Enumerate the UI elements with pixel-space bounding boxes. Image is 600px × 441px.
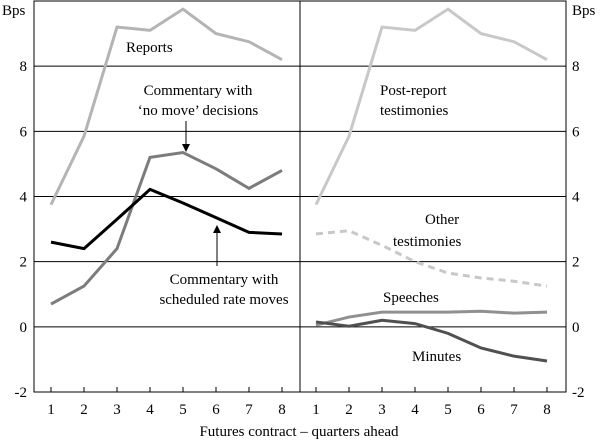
series-left-commentary-with-no-move-decisions: [50, 150, 283, 306]
x-tick-label-left-3: 3: [113, 402, 121, 418]
annotation-no-move-line2: ‘no move’ decisions: [138, 103, 259, 119]
annotation-arrows: [182, 121, 221, 266]
arrow-scheduled-head: [213, 225, 221, 233]
series-right-speeches: [315, 309, 548, 327]
annotation-scheduled-line1: Commentary with: [170, 272, 279, 288]
series-right-other-testimonies: [315, 229, 548, 288]
tick-marks: [50, 387, 548, 392]
x-tick-label-right-2: 2: [345, 402, 353, 418]
annotation-other-line1: Other: [425, 212, 459, 228]
x-tick-label-right-1: 1: [312, 402, 320, 418]
annotation-reports: Reports: [126, 40, 173, 56]
x-tick-label-right-4: 4: [411, 402, 419, 418]
y-tick-label-left--2: -2: [15, 385, 28, 401]
x-tick-label-right-3: 3: [378, 402, 386, 418]
y-tick-label-right-8: 8: [572, 59, 580, 75]
x-tick-label-left-2: 2: [80, 402, 88, 418]
y-tick-label-left-2: 2: [20, 255, 28, 271]
x-tick-label-right-7: 7: [510, 402, 518, 418]
series-left-reports: [49, 7, 283, 206]
plot-frame: [33, 0, 567, 393]
y-tick-label-right-0: 0: [572, 320, 580, 336]
x-tick-label-left-1: 1: [47, 402, 55, 418]
series-right-minutes: [315, 318, 548, 363]
x-tick-label-left-8: 8: [278, 402, 286, 418]
x-tick-label-left-7: 7: [245, 402, 253, 418]
x-tick-label-left-6: 6: [212, 402, 220, 418]
y-tick-label-left-4: 4: [20, 190, 28, 206]
annotation-speeches: Speeches: [383, 290, 439, 306]
annotation-post-report-line1: Post-report: [380, 83, 447, 99]
y-tick-label-right--2: -2: [572, 385, 585, 401]
x-tick-label-right-6: 6: [477, 402, 485, 418]
annotation-no-move-line1: Commentary with: [144, 83, 253, 99]
x-axis-title: Futures contract – quarters ahead: [199, 424, 399, 440]
series-lines: [49, 7, 548, 363]
y-tick-label-right-6: 6: [572, 124, 580, 140]
x-tick-label-left-5: 5: [179, 402, 187, 418]
y-unit-label-right: Bps: [572, 3, 596, 19]
annotation-other-line2: testimonies: [393, 234, 461, 250]
y-tick-label-right-4: 4: [572, 190, 580, 206]
y-tick-label-right-2: 2: [572, 255, 580, 271]
tick-labels: -2 -2 0 0 2 2 4 4 6 6 8 8 1 1 2 2 3 3 4 4 5 5 6 6 7 7 8 8: [15, 59, 585, 418]
y-unit-label-left: Bps: [2, 3, 26, 19]
y-tick-label-left-6: 6: [20, 124, 28, 140]
series-right-post-report-testimonies: [314, 7, 548, 206]
series-left-commentary-with-scheduled-rate-moves: [50, 187, 283, 251]
y-tick-label-left-8: 8: [20, 59, 28, 75]
x-tick-label-right-5: 5: [444, 402, 452, 418]
arrow-no-move-head: [182, 144, 190, 152]
y-tick-label-left-0: 0: [20, 320, 28, 336]
x-tick-label-left-4: 4: [146, 402, 154, 418]
x-tick-label-right-8: 8: [543, 402, 551, 418]
annotation-scheduled-line2: scheduled rate moves: [159, 292, 288, 308]
annotation-post-report-line2: testimonies: [380, 103, 448, 119]
annotation-minutes: Minutes: [412, 349, 461, 365]
